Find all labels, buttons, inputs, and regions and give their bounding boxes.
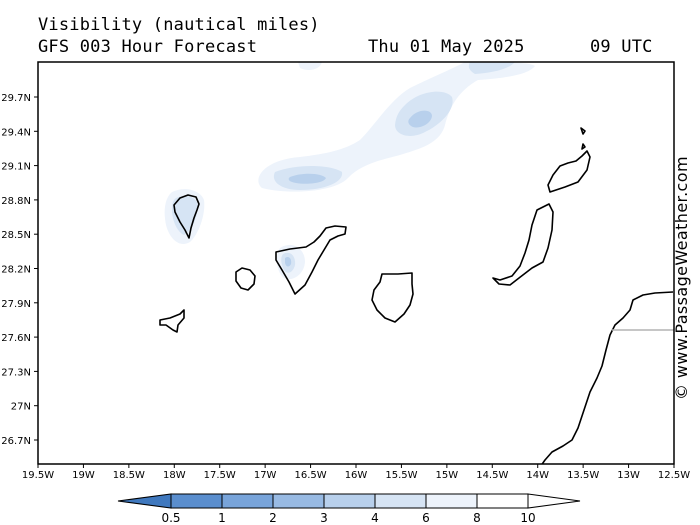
tenerife-island <box>275 225 347 295</box>
map-frame <box>37 61 675 465</box>
visibility-colorbar: 0.5 1 2 3 4 6 8 10 <box>117 493 581 525</box>
colorbar-swatch <box>476 493 529 509</box>
lon-label: 15W <box>436 470 459 481</box>
lat-label: 29.7N <box>1 93 31 104</box>
colorbar-label: 0.5 <box>161 511 180 525</box>
forecast-date: Thu 01 May 2025 <box>368 37 525 57</box>
lon-label: 19.5W <box>22 470 54 481</box>
map-title: Visibility (nautical miles) <box>38 15 320 35</box>
lon-label: 16W <box>345 470 368 481</box>
lat-label: 28.2N <box>1 265 31 276</box>
forecast-label: GFS 003 Hour Forecast <box>38 37 258 57</box>
forecast-time: 09 UTC <box>590 37 653 57</box>
lat-label: 28.8N <box>1 196 31 207</box>
lat-label: 29.4N <box>1 127 31 138</box>
haze-core-upper <box>408 110 432 128</box>
colorbar-label: 4 <box>371 511 379 525</box>
lon-label: 13W <box>617 470 640 481</box>
haze-band-inner <box>468 62 515 74</box>
lat-label: 26.7N <box>1 436 31 447</box>
lon-label: 14W <box>526 470 549 481</box>
colorbar-swatch <box>323 493 376 509</box>
lat-label: 29.1N <box>1 162 31 173</box>
lat-label: 27.9N <box>1 299 31 310</box>
passageweather-credit: © www.PassageWeather.com <box>672 156 691 400</box>
colorbar-label: 10 <box>520 511 535 525</box>
latitude-axis: 29.7N 29.4N 29.1N 28.8N 28.5N 28.2N 27.9N 27.6N… <box>1 93 38 447</box>
lon-label: 17.5W <box>204 470 236 481</box>
lat-label: 27.6N <box>1 333 31 344</box>
colorbar-swatch-max <box>527 493 581 509</box>
coastlines <box>159 127 674 464</box>
colorbar-label: 3 <box>320 511 328 525</box>
lon-label: 13.5W <box>567 470 599 481</box>
colorbar-swatch <box>374 493 427 509</box>
lon-label: 19W <box>72 470 95 481</box>
longitude-axis: 19.5W 19W 18.5W 18W 17.5W 17W 16.5W 16W 15.5W 15W… <box>22 464 690 481</box>
african-coastline <box>541 291 674 464</box>
colorbar-label: 6 <box>422 511 430 525</box>
haze-core-tenerife-inner <box>285 256 292 267</box>
lon-label: 15.5W <box>385 470 417 481</box>
colorbar-swatch <box>170 493 223 509</box>
la-palma-island <box>173 194 200 239</box>
visibility-contours <box>164 62 535 280</box>
lat-label: 28.5N <box>1 230 31 241</box>
haze-patch-top <box>298 62 322 70</box>
fuerteventura-island <box>492 203 554 286</box>
colorbar-label: 8 <box>473 511 481 525</box>
haze-core-mid <box>288 173 326 184</box>
graciosa-islet-2 <box>581 143 586 150</box>
la-gomera-island <box>235 267 256 291</box>
lon-label: 17W <box>254 470 277 481</box>
lon-label: 14.5W <box>476 470 508 481</box>
graciosa-islet <box>580 127 586 135</box>
lon-label: 18.5W <box>113 470 145 481</box>
lon-label: 12.5W <box>658 470 690 481</box>
gran-canaria-island <box>371 272 414 323</box>
lanzarote-island <box>547 150 591 193</box>
lat-label: 27N <box>11 402 31 413</box>
colorbar-swatch <box>425 493 478 509</box>
lat-label: 27.3N <box>1 367 31 378</box>
colorbar-label: 2 <box>269 511 277 525</box>
colorbar-swatch <box>221 493 274 509</box>
colorbar-label: 1 <box>218 511 226 525</box>
colorbar-swatch <box>272 493 325 509</box>
lon-label: 16.5W <box>294 470 326 481</box>
el-hierro-island <box>159 309 185 333</box>
colorbar-swatch-min <box>117 493 172 509</box>
lon-label: 18W <box>163 470 186 481</box>
